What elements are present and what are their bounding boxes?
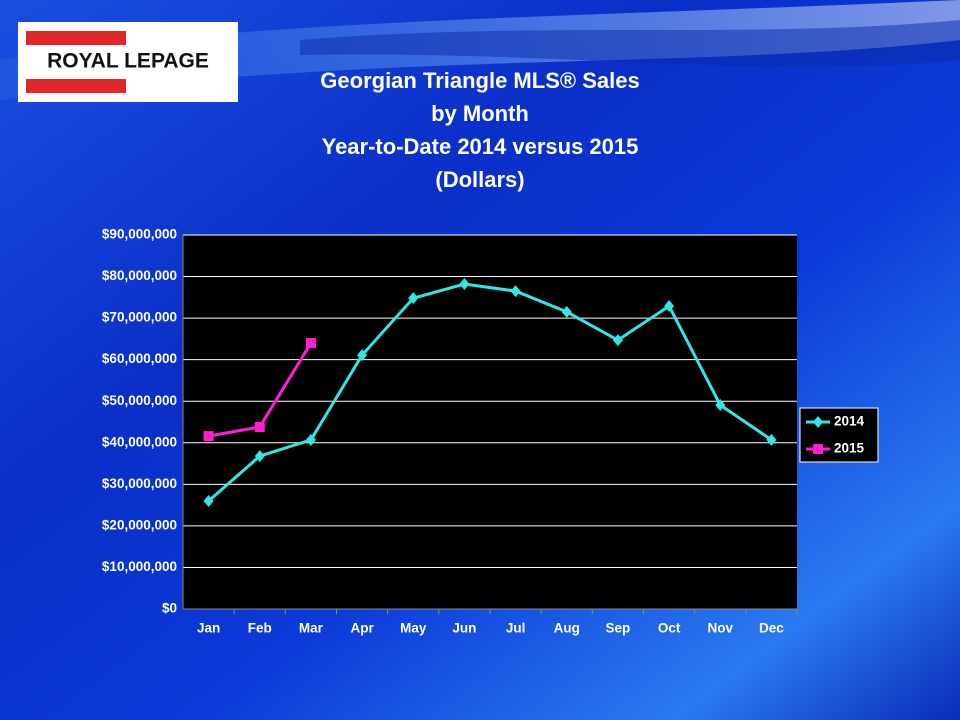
plot-area <box>183 235 797 609</box>
chart-title: (Dollars) <box>435 167 524 192</box>
y-tick-label: $90,000,000 <box>102 227 177 242</box>
x-tick-label: Sep <box>606 621 631 636</box>
x-tick-label: Oct <box>658 621 681 636</box>
logo-text: ROYAL LEPAGE <box>47 50 209 73</box>
marker <box>561 305 572 318</box>
chart-title: Year-to-Date 2014 versus 2015 <box>322 134 639 159</box>
x-tick-label: Mar <box>299 621 324 636</box>
y-tick-label: $80,000,000 <box>102 268 177 283</box>
marker <box>510 285 521 298</box>
x-tick-label: Aug <box>554 621 580 636</box>
y-tick-label: $0 <box>162 601 177 616</box>
legend-label: 2014 <box>834 414 865 429</box>
marker <box>459 278 470 291</box>
y-tick-label: $50,000,000 <box>102 393 177 408</box>
marker <box>715 398 726 411</box>
y-tick-label: $70,000,000 <box>102 310 177 325</box>
x-tick-label: Jun <box>452 621 476 636</box>
marker <box>766 433 777 446</box>
marker <box>254 421 265 432</box>
wave <box>300 20 960 67</box>
x-tick-label: Apr <box>350 621 374 636</box>
y-tick-label: $30,000,000 <box>102 476 177 491</box>
x-tick-label: Jan <box>197 621 220 636</box>
logo: ROYAL LEPAGE <box>18 22 238 102</box>
marker <box>203 431 214 442</box>
marker <box>305 433 316 446</box>
x-tick-label: Jul <box>506 621 526 636</box>
marker <box>664 300 675 313</box>
marker <box>254 450 265 463</box>
y-tick-label: $60,000,000 <box>102 351 177 366</box>
marker <box>813 444 823 454</box>
y-tick-label: $20,000,000 <box>102 517 177 532</box>
marker <box>357 349 368 362</box>
marker <box>612 334 623 347</box>
chart-title: by Month <box>431 101 529 126</box>
logo-bar <box>26 31 126 45</box>
x-tick-label: May <box>400 621 427 636</box>
legend-label: 2015 <box>834 441 865 456</box>
y-tick-label: $10,000,000 <box>102 559 177 574</box>
marker <box>203 494 214 507</box>
logo-bar <box>26 79 126 93</box>
marker <box>408 292 419 305</box>
chart-title: Georgian Triangle MLS® Sales <box>320 68 639 93</box>
marker <box>305 338 316 349</box>
y-tick-label: $40,000,000 <box>102 434 177 449</box>
x-tick-label: Nov <box>707 621 733 636</box>
x-tick-label: Dec <box>759 621 784 636</box>
series-line <box>207 282 773 503</box>
marker <box>813 416 823 428</box>
x-tick-label: Feb <box>248 621 272 636</box>
